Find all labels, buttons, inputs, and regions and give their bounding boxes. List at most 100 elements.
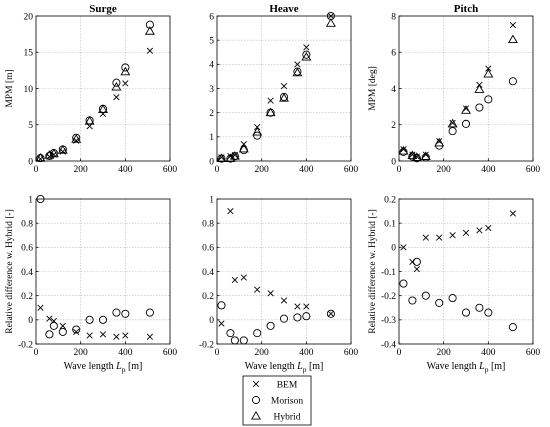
data-point-bem <box>413 265 420 273</box>
y-axis-label: Relative difference w. Hybrid [-] <box>4 209 15 334</box>
data-point-hybrid <box>111 81 122 91</box>
series-bem <box>400 21 517 160</box>
data-point-hybrid <box>98 104 108 113</box>
y-tick-label: 0 <box>28 157 33 167</box>
x-tick-label: 600 <box>526 348 541 358</box>
data-point-bem <box>59 322 66 329</box>
data-point-hybrid <box>279 93 289 102</box>
y-tick-label: 0 <box>209 316 214 326</box>
data-point-bem <box>462 229 470 236</box>
data-point-bem <box>113 94 120 101</box>
data-point-morison <box>253 329 262 338</box>
panel-title: Pitch <box>454 3 478 15</box>
data-point-bem <box>146 333 154 340</box>
legend-label: BEM <box>277 381 298 391</box>
y-tick-label: 3 <box>209 85 214 95</box>
y-tick-label: -0.2 <box>18 340 33 350</box>
y-tick-label: -0.3 <box>381 316 396 326</box>
legend-label: Morison <box>271 397 303 407</box>
data-point-morison <box>266 321 275 330</box>
y-tick-label: 0.2 <box>202 292 214 302</box>
x-tick-label: 600 <box>163 165 178 175</box>
data-point-morison <box>112 78 121 87</box>
data-point-hybrid <box>325 18 336 27</box>
data-point-hybrid <box>407 150 418 160</box>
y-tick-label: 0.6 <box>202 244 214 254</box>
data-point-morison <box>302 312 311 321</box>
data-point-morison <box>58 327 67 336</box>
data-point-hybrid <box>84 116 95 125</box>
x-tick-label: 0 <box>397 165 402 175</box>
y-tick-label: 0.2 <box>384 195 396 205</box>
x-tick-label: 0 <box>215 348 220 358</box>
data-point-hybrid <box>229 151 240 160</box>
y-tick-label: 0.8 <box>202 219 214 229</box>
data-point-hybrid <box>507 34 518 44</box>
data-point-bem <box>509 210 517 217</box>
legend-marker-bem <box>252 380 260 388</box>
data-point-hybrid <box>252 126 263 136</box>
data-point-bem <box>294 61 301 68</box>
data-point-morison <box>145 308 154 317</box>
data-point-bem <box>240 274 247 281</box>
data-point-bem <box>436 234 443 241</box>
data-point-hybrid <box>71 134 82 143</box>
data-point-morison <box>217 301 226 310</box>
data-point-bem <box>46 315 53 322</box>
y-tick-label: -0.1 <box>381 268 396 278</box>
data-point-hybrid <box>398 145 409 155</box>
x-tick-label: 400 <box>118 165 133 175</box>
y-axis-label: MPM [deg] <box>368 66 378 111</box>
series-morison <box>36 20 154 163</box>
data-point-bem <box>113 333 120 340</box>
data-point-bem <box>146 47 154 54</box>
series-bem <box>37 47 154 162</box>
y-tick-label: -0.2 <box>381 292 396 302</box>
chart-panel-2: 0 200 400 600 0 1 2 3 4 5 6 Heave <box>209 3 358 175</box>
chart-panel-3: 0 200 400 600 0 2 4 6 8 Pitch MPM [deg] <box>368 3 540 175</box>
data-point-bem <box>400 244 407 251</box>
data-point-morison <box>279 314 289 323</box>
y-tick-label: 2 <box>391 121 396 131</box>
panel-title: Surge <box>89 3 117 15</box>
series-morison <box>217 11 335 163</box>
data-point-morison <box>475 103 484 112</box>
x-axis-label: Wave length Lp [m] <box>64 361 143 374</box>
legend-marker-morison <box>251 395 261 405</box>
data-point-morison <box>484 308 493 317</box>
y-tick-label: 4 <box>391 85 396 95</box>
data-point-bem <box>485 224 492 232</box>
data-point-hybrid <box>474 84 485 93</box>
data-point-morison <box>435 298 444 307</box>
data-point-morison <box>121 309 130 318</box>
legend-label: Hybrid <box>274 413 301 423</box>
data-point-hybrid <box>411 152 422 161</box>
data-point-hybrid <box>216 153 227 163</box>
data-point-morison <box>412 257 421 266</box>
data-point-hybrid <box>144 26 155 35</box>
data-point-hybrid <box>292 67 303 77</box>
data-point-morison <box>293 313 302 322</box>
data-point-bem <box>485 65 492 72</box>
x-tick-label: 600 <box>344 165 359 175</box>
y-tick-label: 6 <box>209 12 214 22</box>
data-point-morison <box>85 315 94 324</box>
data-point-morison <box>326 309 335 318</box>
x-tick-label: 400 <box>299 165 314 175</box>
data-point-morison <box>421 153 430 162</box>
series-hybrid <box>216 18 336 163</box>
data-point-hybrid <box>301 51 312 61</box>
data-point-bem <box>400 146 407 153</box>
data-point-hybrid <box>447 118 458 128</box>
x-axis-label: Wave length Lp [m] <box>427 361 506 374</box>
series-morison <box>399 77 517 163</box>
data-point-bem <box>218 320 225 327</box>
data-point-morison <box>253 131 262 140</box>
y-tick-label: 2 <box>209 109 214 119</box>
data-point-hybrid <box>57 145 68 154</box>
data-point-morison <box>226 329 235 338</box>
y-tick-label: 1 <box>209 133 214 143</box>
data-point-morison <box>475 303 484 312</box>
